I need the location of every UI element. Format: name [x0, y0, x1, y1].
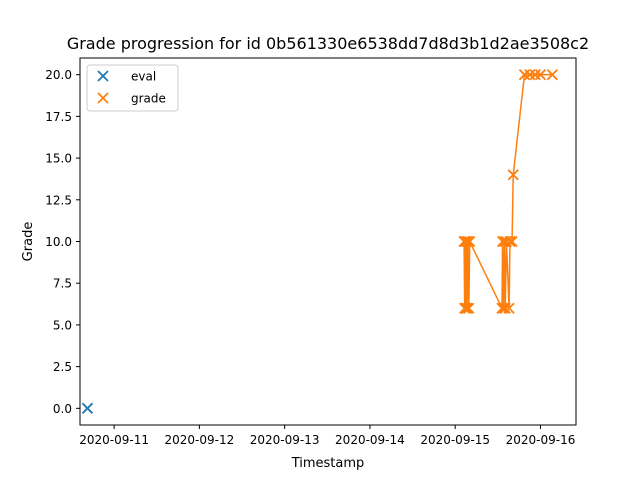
- y-tick-label: 20.0: [45, 68, 72, 82]
- x-tick-label: 2020-09-14: [335, 433, 405, 447]
- grade-point: [506, 235, 518, 248]
- legend-label-eval: eval: [131, 70, 156, 84]
- chart-title: Grade progression for id 0b561330e6538dd…: [67, 34, 589, 53]
- y-tick-label: 12.5: [45, 193, 72, 207]
- grade-point: [534, 69, 547, 81]
- grade-series-line: [463, 73, 553, 309]
- y-tick-label: 5.0: [53, 318, 72, 332]
- x-tick-label: 2020-09-15: [420, 433, 490, 447]
- y-tick-label: 15.0: [45, 152, 72, 166]
- y-tick-label: 2.5: [53, 360, 72, 374]
- x-tick-label: 2020-09-12: [165, 433, 235, 447]
- grade-point: [461, 302, 473, 314]
- legend-marker-eval: [97, 70, 109, 82]
- legend-label-grade: grade: [131, 92, 166, 106]
- y-tick-label: 7.5: [53, 277, 72, 291]
- legend: eval grade: [86, 64, 179, 112]
- grade-point: [503, 302, 515, 314]
- grade-point: [463, 302, 475, 314]
- eval-point: [81, 402, 94, 414]
- grade-point: [460, 235, 473, 248]
- grade-point: [529, 69, 541, 81]
- x-tick-label: 2020-09-13: [250, 433, 320, 447]
- legend-marker-grade: [97, 92, 109, 104]
- x-tick-label: 2020-09-16: [506, 433, 576, 447]
- x-tick-label: 2020-09-11: [79, 433, 149, 447]
- grade-point: [507, 169, 519, 181]
- x-axis-label: Timestamp: [291, 456, 365, 471]
- grade-point: [499, 302, 511, 314]
- grade-point: [464, 235, 476, 248]
- grade-point: [524, 69, 536, 81]
- grade-point: [546, 69, 558, 81]
- y-tick-label: 10.0: [45, 235, 72, 249]
- grade-point: [518, 69, 531, 81]
- y-tick-label: 17.5: [45, 110, 72, 124]
- plot-area: [81, 69, 558, 414]
- grade-point: [504, 235, 516, 248]
- y-tick-label: 0.0: [53, 402, 72, 416]
- y-axis-label: Grade: [21, 222, 36, 262]
- grade-point: [462, 235, 474, 248]
- legend-box: [86, 64, 179, 112]
